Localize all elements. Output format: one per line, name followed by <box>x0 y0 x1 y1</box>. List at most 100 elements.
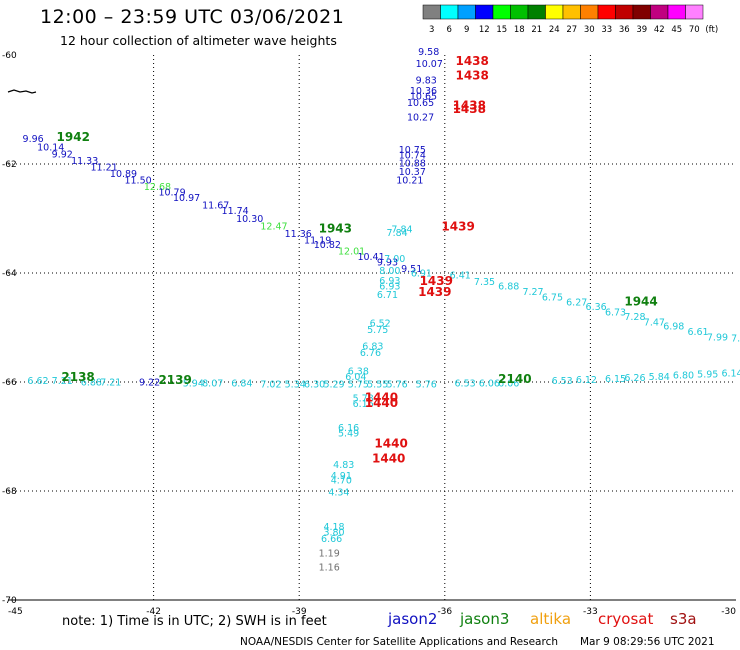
swh-value: 8.00 <box>379 266 400 277</box>
swh-value: 3.80 <box>323 528 344 539</box>
swh-value: 7.00 <box>384 254 405 265</box>
swh-value: 8.07 <box>202 378 223 389</box>
legend-label: 12 <box>479 25 490 35</box>
legend-label: 18 <box>514 25 525 35</box>
swh-value: 4.91 <box>331 471 352 482</box>
swh-value: 4.70 <box>331 475 352 486</box>
legend-swatch <box>492 4 511 20</box>
pass-time-label: 1440 <box>365 391 398 405</box>
pass-time-label: 1944 <box>624 295 657 309</box>
legend-label: 45 <box>671 25 682 35</box>
pass-time-label: 1438 <box>453 99 486 113</box>
swh-value: 6.80 <box>673 371 694 382</box>
swh-value: 5.55 <box>367 379 388 390</box>
swh-value: 6.27 <box>566 298 587 309</box>
y-tick-label: -70 <box>2 596 17 606</box>
pass-time-label: 1439 <box>420 274 453 288</box>
legend-swatch <box>615 4 634 20</box>
swh-value: 6.61 <box>687 327 708 338</box>
x-tick-label: -33 <box>583 607 598 617</box>
pass-time-label: 1439 <box>441 219 474 233</box>
swh-value: 6.04 <box>345 372 366 383</box>
legend-label: 42 <box>654 25 665 35</box>
legend-swatch <box>667 4 686 20</box>
pass-time-label: 2139 <box>158 373 191 387</box>
footer: note: 1) Time is in UTC; 2) SWH is in fe… <box>62 610 715 648</box>
legend-label: 15 <box>496 25 507 35</box>
y-tick-label: -62 <box>2 160 17 170</box>
grid <box>8 55 736 601</box>
legend-swatch <box>650 4 669 20</box>
legend-label: 24 <box>549 25 560 35</box>
swh-value: 6.93 <box>379 281 400 292</box>
coastline-fragment <box>7 89 37 94</box>
swh-value: 6.53 <box>552 376 573 387</box>
legend-label: 6 <box>447 25 452 35</box>
pass-time-label: 1438 <box>455 69 488 83</box>
legend-label: 30 <box>584 25 595 35</box>
swh-value: 6.52 <box>370 318 391 329</box>
x-tick-label: -30 <box>721 607 736 617</box>
legend-swatch <box>685 4 704 20</box>
swh-value: 6.53 <box>455 378 476 389</box>
swh-value: 12.01 <box>338 246 365 257</box>
swh-value: 5.34 <box>285 379 306 390</box>
swh-value: 6.38 <box>348 366 369 377</box>
swh-value: 4.83 <box>333 460 354 471</box>
swh-value: 6.91 <box>411 268 432 279</box>
swh-value: 5.84 <box>649 372 670 383</box>
swh-value: 9.92 <box>52 149 73 160</box>
swh-value: 10.41 <box>357 252 384 263</box>
legend-swatch <box>632 4 651 20</box>
pass-time-label: 2138 <box>61 370 94 384</box>
swh-value: 7.84 <box>391 225 412 236</box>
legend-sat-s3a: s3a <box>670 610 697 628</box>
y-tick-label: -60 <box>2 51 17 61</box>
swh-value: 6.88 <box>498 281 519 292</box>
footer-credit: NOAA/NESDIS Center for Satellite Applica… <box>240 636 558 648</box>
swh-value: 7.4 <box>731 334 740 345</box>
legend-swatch <box>457 4 476 20</box>
swh-value: 7.35 <box>474 277 495 288</box>
swh-value: 5.75 <box>367 325 388 336</box>
legend: 3 6 9 12 15 18 21 24 27 30 33 36 39 42 45 70 (ft) <box>422 4 718 35</box>
swh-value: 7.99 <box>707 333 728 344</box>
swh-value: 9.83 <box>416 75 437 86</box>
swh-value: 10.36 <box>410 86 437 97</box>
pass-time-label: 1438 <box>453 102 486 116</box>
legend-swatch <box>475 4 494 20</box>
x-tick-label: -36 <box>437 607 452 617</box>
swh-value: 6.73 <box>605 308 626 319</box>
y-tick-label: -68 <box>2 487 17 497</box>
swh-value: 12.68 <box>144 182 171 193</box>
swh-value: 6.93 <box>379 276 400 287</box>
swh-value: 6.16 <box>338 423 359 434</box>
legend-label: 33 <box>601 25 612 35</box>
swh-value: 6.83 <box>362 341 383 352</box>
x-tick-label: -42 <box>146 607 161 617</box>
swh-value: 1.16 <box>319 563 340 574</box>
legend-sat-jason2: jason2 <box>387 610 437 628</box>
data-points: 9.5810.079.8310.3610.6510.6510.2710.7510… <box>23 47 740 574</box>
pass-time-label: 1942 <box>57 130 90 144</box>
swh-value: 9.51 <box>401 264 422 275</box>
swh-value: 7.02 <box>260 379 281 390</box>
swh-value: 6.06 <box>498 378 519 389</box>
legend-label: 36 <box>619 25 630 35</box>
swh-value: 11.36 <box>285 229 312 240</box>
swh-value: 6.16 <box>353 399 374 410</box>
legend-sat-jason3: jason3 <box>459 610 509 628</box>
x-tick-label: -39 <box>292 607 307 617</box>
swh-value: 9.22 <box>139 377 160 388</box>
swh-value: 9.96 <box>23 134 44 145</box>
swh-value: 10.79 <box>158 188 185 199</box>
swh-value: 10.65 <box>407 98 434 109</box>
pass-time-label: 1438 <box>455 54 488 68</box>
chart-subtitle: 12 hour collection of altimeter wave hei… <box>60 33 337 48</box>
legend-label: 70 <box>689 25 700 35</box>
legend-swatch <box>580 4 599 20</box>
swh-value: 6.71 <box>377 290 398 301</box>
legend-swatch <box>545 4 564 20</box>
footer-note: note: 1) Time is in UTC; 2) SWH is in fe… <box>62 614 327 629</box>
